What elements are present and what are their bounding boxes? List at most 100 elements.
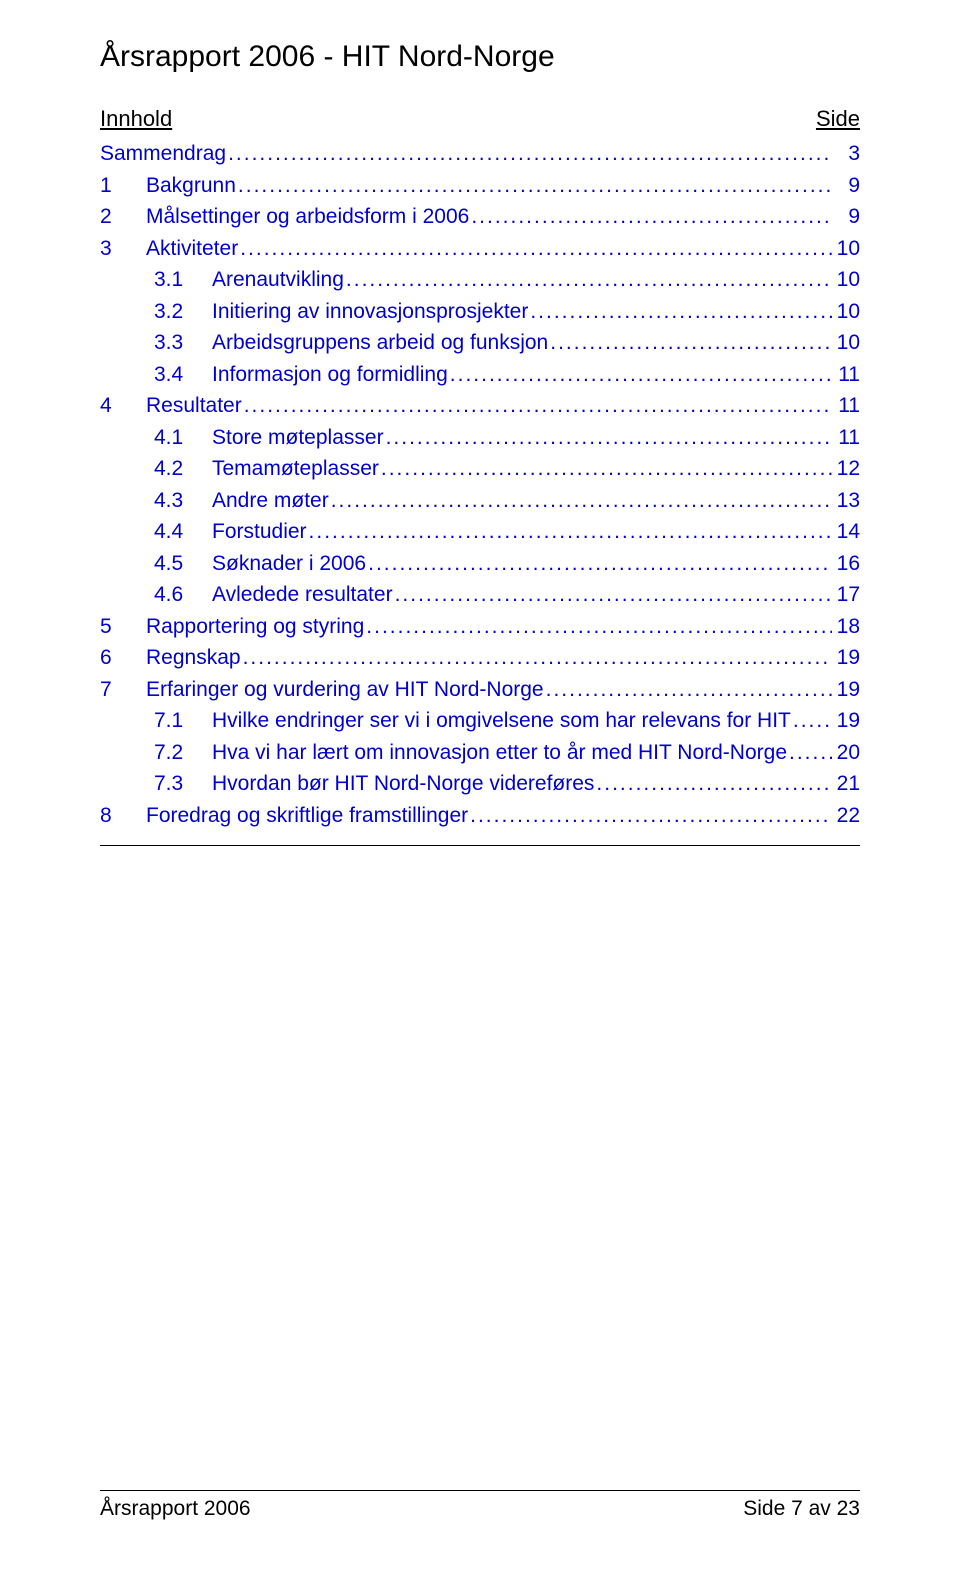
- toc-entry-label: Forstudier: [212, 516, 307, 548]
- toc-entry-page: 19: [832, 642, 860, 674]
- toc-entry-number: 5: [100, 611, 146, 643]
- toc-entry-number: 4.1: [154, 422, 212, 454]
- page-footer: Årsrapport 2006 Side 7 av 23: [100, 1490, 860, 1521]
- toc-leader-dots: [384, 422, 832, 454]
- toc-entry-number: 7: [100, 674, 146, 706]
- toc-entry[interactable]: 3.3Arbeidsgruppens arbeid og funksjon10: [100, 327, 860, 359]
- toc-leader-dots: [787, 737, 832, 769]
- toc-entry-page: 21: [832, 768, 860, 800]
- toc-leader-dots: [544, 674, 832, 706]
- toc-entry-page: 14: [832, 516, 860, 548]
- toc-entry-number: 4.4: [154, 516, 212, 548]
- toc-leader-dots: [791, 705, 832, 737]
- toc-entry-label: Informasjon og formidling: [212, 359, 448, 391]
- toc-entry-page: 10: [832, 327, 860, 359]
- toc-leader-dots: [364, 611, 832, 643]
- toc-entry-page: 9: [832, 170, 860, 202]
- toc-header-left: Innhold: [100, 106, 172, 132]
- toc-entry[interactable]: 4.2Temamøteplasser12: [100, 453, 860, 485]
- toc-leader-dots: [469, 201, 832, 233]
- toc-entry-page: 17: [832, 579, 860, 611]
- toc-entry-number: 4.5: [154, 548, 212, 580]
- toc-entry-label: Bakgrunn: [146, 170, 236, 202]
- toc-entry-page: 10: [832, 296, 860, 328]
- toc-entry-page: 9: [832, 201, 860, 233]
- footer-right: Side 7 av 23: [743, 1497, 860, 1521]
- toc-entry-page: 11: [832, 359, 860, 391]
- toc-entry[interactable]: 7Erfaringer og vurdering av HIT Nord-Nor…: [100, 674, 860, 706]
- toc-entry-page: 12: [832, 453, 860, 485]
- toc-entry-page: 20: [832, 737, 860, 769]
- toc-leader-dots: [242, 390, 832, 422]
- toc-entry-number: 7.2: [154, 737, 212, 769]
- toc-entry[interactable]: 7.1Hvilke endringer ser vi i omgivelsene…: [100, 705, 860, 737]
- toc-entry-label: Initiering av innovasjonsprosjekter: [212, 296, 528, 328]
- toc-entry-page: 18: [832, 611, 860, 643]
- toc-entry-label: Hvordan bør HIT Nord-Norge videreføres: [212, 768, 594, 800]
- toc-entry-page: 19: [832, 705, 860, 737]
- toc-entry[interactable]: 7.2Hva vi har lært om innovasjon etter t…: [100, 737, 860, 769]
- toc-entry-page: 11: [832, 422, 860, 454]
- toc-entry[interactable]: 3.2Initiering av innovasjonsprosjekter10: [100, 296, 860, 328]
- toc-entry-page: 19: [832, 674, 860, 706]
- toc-leader-dots: [307, 516, 832, 548]
- toc-entry-label: Hvilke endringer ser vi i omgivelsene so…: [212, 705, 791, 737]
- toc-entry-label: Rapportering og styring: [146, 611, 364, 643]
- toc-leader-dots: [238, 233, 832, 265]
- toc-entry-label: Foredrag og skriftlige framstillinger: [146, 800, 468, 832]
- toc-entry-number: 7.3: [154, 768, 212, 800]
- toc-leader-dots: [344, 264, 832, 296]
- toc-leader-dots: [241, 642, 832, 674]
- toc-entry-number: 3.4: [154, 359, 212, 391]
- toc-entry-label: Regnskap: [146, 642, 241, 674]
- toc-leader-dots: [226, 138, 832, 170]
- toc-leader-dots: [329, 485, 832, 517]
- toc-entry-number: 4.2: [154, 453, 212, 485]
- toc-leader-dots: [468, 800, 832, 832]
- footer-left: Årsrapport 2006: [100, 1497, 251, 1521]
- toc-entry[interactable]: 4.1Store møteplasser 11: [100, 422, 860, 454]
- toc-leader-dots: [236, 170, 832, 202]
- toc-entry-page: 22: [832, 800, 860, 832]
- toc-entry[interactable]: 3Aktiviteter10: [100, 233, 860, 265]
- toc-entry-label: Avledede resultater: [212, 579, 393, 611]
- toc-entry[interactable]: 7.3Hvordan bør HIT Nord-Norge videreføre…: [100, 768, 860, 800]
- toc-entry[interactable]: 3.4Informasjon og formidling 11: [100, 359, 860, 391]
- toc-entry-number: 3.3: [154, 327, 212, 359]
- toc-entry-page: 13: [832, 485, 860, 517]
- toc-entry[interactable]: Sammendrag 3: [100, 138, 860, 170]
- toc-entry-page: 10: [832, 233, 860, 265]
- toc-entry[interactable]: 8Foredrag og skriftlige framstillinger 22: [100, 800, 860, 832]
- toc-entry-label: Resultater: [146, 390, 242, 422]
- toc-entry-label: Søknader i 2006: [212, 548, 366, 580]
- toc-leader-dots: [528, 296, 832, 328]
- toc-entry[interactable]: 4.4Forstudier 14: [100, 516, 860, 548]
- toc-entry[interactable]: 4.5Søknader i 2006 16: [100, 548, 860, 580]
- toc-entry-number: 4: [100, 390, 146, 422]
- toc-leader-dots: [548, 327, 832, 359]
- toc-entry-number: 8: [100, 800, 146, 832]
- toc-entry-page: 3: [832, 138, 860, 170]
- toc-entry[interactable]: 6Regnskap19: [100, 642, 860, 674]
- toc-entry[interactable]: 1Bakgrunn9: [100, 170, 860, 202]
- toc-entry[interactable]: 4Resultater11: [100, 390, 860, 422]
- toc-entry-page: 16: [832, 548, 860, 580]
- toc-entry[interactable]: 3.1Arenautvikling10: [100, 264, 860, 296]
- toc-entry-label: Målsettinger og arbeidsform i 2006: [146, 201, 469, 233]
- toc-entry-label: Aktiviteter: [146, 233, 238, 265]
- toc-entry-number: 4.6: [154, 579, 212, 611]
- toc-entry[interactable]: 4.3Andre møter13: [100, 485, 860, 517]
- toc-entry-label: Hva vi har lært om innovasjon etter to å…: [212, 737, 787, 769]
- document-page: Årsrapport 2006 - HIT Nord-Norge Innhold…: [0, 0, 960, 1579]
- toc-leader-dots: [448, 359, 832, 391]
- toc-entry[interactable]: 2Målsettinger og arbeidsform i 20069: [100, 201, 860, 233]
- toc-entry-page: 10: [832, 264, 860, 296]
- toc-entry-label: Sammendrag: [100, 138, 226, 170]
- toc-entry-label: Arenautvikling: [212, 264, 344, 296]
- toc-header-right: Side: [816, 106, 860, 132]
- toc-header: Innhold Side: [100, 106, 860, 132]
- toc-entry[interactable]: 4.6Avledede resultater 17: [100, 579, 860, 611]
- toc-entry-label: Erfaringer og vurdering av HIT Nord-Norg…: [146, 674, 544, 706]
- toc-entry[interactable]: 5Rapportering og styring 18: [100, 611, 860, 643]
- toc-entry-label: Store møteplasser: [212, 422, 384, 454]
